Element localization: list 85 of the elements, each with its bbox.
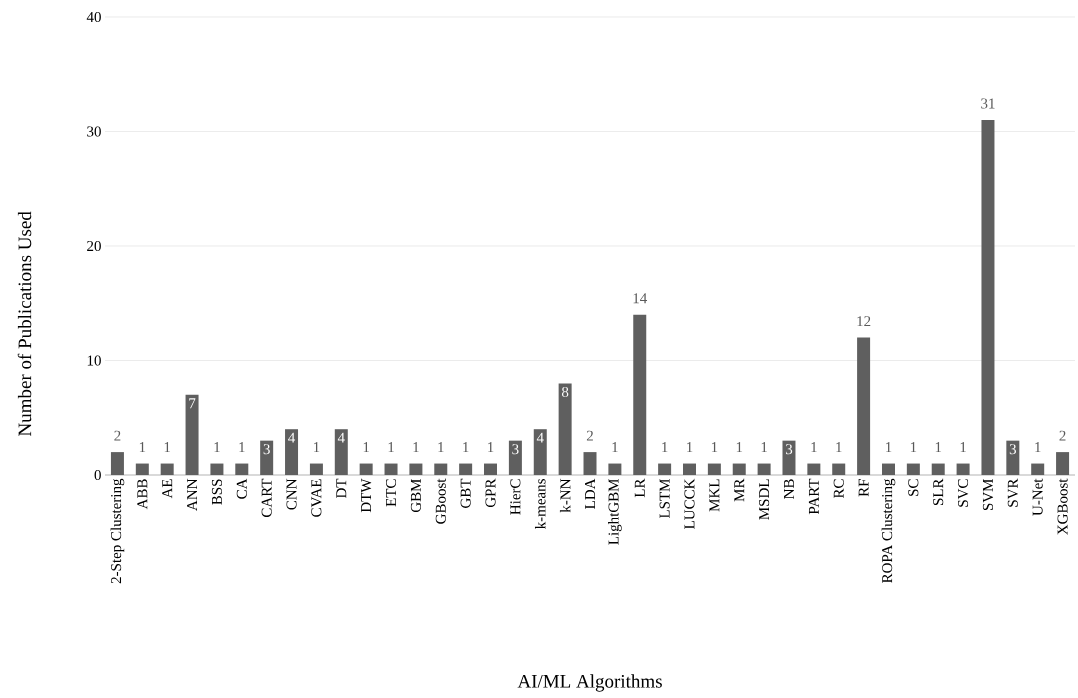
data-label: 1 [164,442,171,453]
x-tick-label: MKL [709,479,720,512]
data-label: 1 [811,442,817,453]
data-label: 4 [536,432,544,443]
data-label: 1 [463,442,469,453]
x-tick-label: LR [634,478,645,498]
x-tick-label: CNN [286,478,297,510]
data-label: 1 [612,442,618,453]
x-tick-label: SVM [982,478,994,511]
data-label: 1 [960,442,966,453]
x-tick-label: ROPA Clustering [881,478,896,583]
x-tick-label: NB [784,479,794,499]
x-tick-label: k-NN [559,478,571,513]
x-tick-label: RC [833,479,844,499]
x-tick-label: GBT [460,478,471,508]
x-tick-label: LightGBM [608,478,622,545]
data-label: 1 [736,442,743,453]
data-label: 3 [512,444,519,455]
x-tick-label: PART [808,478,819,515]
data-label: 12 [857,316,871,327]
x-tick-label: SVR [1007,478,1018,507]
data-label: 2 [586,430,593,441]
data-label: 1 [1035,442,1041,453]
x-tick-label: MR [734,478,745,502]
x-tick-label: BSS [211,479,222,505]
data-label: 4 [337,432,345,443]
y-tick-label: 40 [86,11,101,23]
y-tick-label: 0 [94,469,101,481]
x-tick-label: MSDL [759,479,770,520]
data-label: 4 [288,432,296,443]
x-tick-label: DTW [361,478,372,513]
data-label: 1 [413,442,419,453]
data-label: 1 [687,442,693,453]
data-label: 3 [1009,444,1016,455]
x-tick-label: ETC [385,479,397,507]
x-tick-label: GBoost [435,478,446,524]
data-label: 1 [662,442,668,453]
y-axis-title: Number of Publications Used [17,211,32,436]
y-tick-label: 10 [87,355,101,366]
x-tick-label: ABB [137,479,148,510]
data-label: 1 [313,442,320,453]
data-label: 1 [139,442,146,453]
data-label: 1 [761,442,767,453]
data-label: 1 [239,442,245,453]
x-tick-label: GBM [410,478,421,513]
data-label: 1 [935,442,942,453]
x-tick-label: DT [336,478,347,499]
x-tick-label: AE [162,479,173,499]
x-tick-label: SC [908,479,919,496]
x-tick-label: ANN [187,478,197,511]
data-label: 2 [1059,430,1066,441]
data-label: 3 [263,444,270,455]
x-axis-title: AI/ML Algorithms [517,674,662,692]
x-tick-label: RF [858,479,869,497]
data-label: 1 [388,442,394,453]
data-label: 8 [561,386,569,398]
data-label: 1 [836,442,842,453]
data-label: 1 [488,442,494,453]
data-label: 14 [633,293,648,304]
x-tick-label: k-means [534,479,546,530]
x-tick-label: SVC [958,479,969,507]
x-tick-label: U-Net [1032,478,1043,516]
data-label: 3 [785,444,793,455]
y-tick-label: 20 [87,240,101,252]
x-tick-label: SLR [933,478,944,506]
data-label: 1 [214,442,220,453]
y-tick-label: 30 [87,126,101,137]
x-tick-label: CVAE [311,479,322,517]
x-tick-label: LSTM [659,478,670,519]
data-label: 31 [981,98,995,109]
x-tick-label: 2-Step Clustering [110,478,125,584]
data-label: 1 [711,442,718,453]
data-label: 1 [438,442,444,453]
x-tick-label: GPR [485,478,496,508]
data-label: 1 [886,442,892,453]
x-tick-label: CART [261,478,272,518]
data-label: 1 [910,442,917,453]
data-label: 7 [189,398,196,409]
x-tick-label: XGBoost [1057,478,1068,535]
x-tick-label: CA [236,478,247,499]
x-tick-label: LDA [585,478,595,509]
data-label: 2 [114,430,121,441]
x-tick-label: HierC [510,479,521,515]
data-label: 1 [363,442,369,453]
x-tick-label: LUCCK [684,478,695,529]
